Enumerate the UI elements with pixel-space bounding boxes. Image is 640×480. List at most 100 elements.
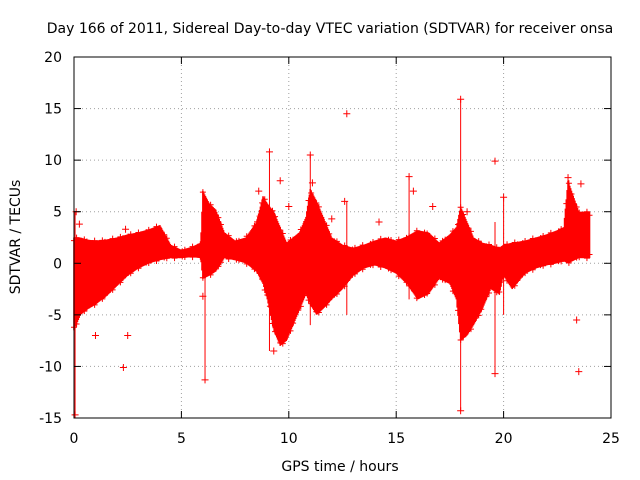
y-tick-label: 5 bbox=[53, 205, 62, 221]
sdtvar-outlier-point bbox=[328, 215, 336, 223]
sdtvar-point bbox=[207, 201, 214, 208]
sdtvar-outlier-point bbox=[308, 179, 316, 187]
sdtvar-outlier-point bbox=[124, 331, 132, 339]
sdtvar-point bbox=[315, 309, 322, 316]
sdtvar-outlier-point bbox=[573, 316, 581, 324]
sdtvar-point bbox=[475, 312, 482, 319]
sdtvar-point bbox=[207, 271, 214, 278]
y-tick-label: -15 bbox=[39, 411, 62, 427]
sdtvar-outlier-point bbox=[122, 225, 130, 233]
x-tick-label: 20 bbox=[495, 431, 513, 447]
sdtvar-point bbox=[145, 259, 152, 266]
sdtvar-point bbox=[323, 301, 330, 308]
sdtvar-point bbox=[127, 270, 134, 277]
x-axis-label: GPS time / hours bbox=[281, 459, 398, 475]
sdtvar-outlier-point bbox=[409, 187, 417, 195]
sdtvar-outlier-point bbox=[577, 180, 585, 188]
x-tick-label: 15 bbox=[387, 431, 405, 447]
sdtvar-point bbox=[117, 279, 124, 286]
sdtvar-point bbox=[272, 213, 279, 220]
sdtvar-point bbox=[313, 199, 320, 206]
sdtvar-point bbox=[323, 222, 330, 229]
x-tick-label: 0 bbox=[70, 431, 79, 447]
sdtvar-point bbox=[279, 340, 286, 347]
sdtvar-point bbox=[351, 270, 358, 277]
sdtvar-point bbox=[496, 288, 503, 295]
sdtvar-point bbox=[277, 227, 284, 234]
sdtvar-point bbox=[279, 230, 286, 237]
sdtvar-point bbox=[431, 281, 438, 288]
x-tick-label: 10 bbox=[280, 431, 298, 447]
y-tick-label: 10 bbox=[44, 153, 62, 169]
sdtvar-point bbox=[359, 266, 366, 273]
sdtvar-point bbox=[485, 241, 492, 248]
sdtvar-point bbox=[295, 307, 302, 314]
sdtvar-outlier-point bbox=[463, 208, 471, 216]
y-tick-label: 20 bbox=[44, 50, 62, 66]
sdtvar-point bbox=[431, 235, 438, 242]
sdtvar-point bbox=[460, 211, 467, 218]
sdtvar-outlier-point bbox=[270, 347, 278, 355]
sdtvar-point bbox=[153, 258, 160, 265]
sdtvar-outlier-point bbox=[575, 368, 583, 376]
sdtvar-outlier-point bbox=[91, 331, 99, 339]
sdtvar-point bbox=[81, 308, 88, 315]
sdtvar-point bbox=[315, 203, 322, 210]
sdtvar-point bbox=[163, 235, 170, 242]
sdtvar-point bbox=[333, 238, 340, 245]
sdtvar-point bbox=[529, 266, 536, 273]
sdtvar-point bbox=[511, 282, 518, 289]
sdtvar-point bbox=[547, 261, 554, 268]
sdtvar-outlier-point bbox=[265, 148, 273, 156]
sdtvar-point bbox=[215, 263, 222, 270]
sdtvar-point bbox=[287, 327, 294, 334]
sdtvar-point bbox=[483, 293, 490, 300]
sdtvar-outlier-point bbox=[71, 411, 79, 419]
sdtvar-outlier-point bbox=[201, 376, 209, 384]
sdtvar-point bbox=[161, 231, 168, 238]
sdtvar-outlier-point bbox=[564, 174, 572, 182]
sdtvar-point bbox=[135, 265, 142, 272]
sdtvar-point bbox=[261, 196, 268, 203]
sdtvar-point bbox=[333, 290, 340, 297]
sdtvar-point bbox=[565, 180, 572, 187]
sdtvar-point bbox=[485, 289, 492, 296]
sdtvar-point bbox=[99, 295, 106, 302]
sdtvar-point bbox=[475, 238, 482, 245]
y-tick-label: -10 bbox=[39, 359, 62, 375]
sdtvar-point bbox=[478, 306, 485, 313]
sdtvar-outlier-point bbox=[457, 95, 465, 103]
sdtvar-point bbox=[568, 190, 575, 197]
sdtvar-outlier-point bbox=[276, 177, 284, 185]
sdtvar-outlier-point bbox=[491, 157, 499, 165]
sdtvar-point bbox=[297, 303, 304, 310]
x-tick-label: 25 bbox=[602, 431, 620, 447]
sdtvar-outlier-point bbox=[405, 173, 413, 181]
sdtvar-point bbox=[269, 207, 276, 214]
sdtvar-outlier-point bbox=[500, 193, 508, 201]
sdtvar-point bbox=[91, 301, 98, 308]
sdtvar-outlier-point bbox=[375, 218, 383, 226]
sdtvar-outlier-point bbox=[491, 370, 499, 378]
sdtvar-outlier-point bbox=[255, 187, 263, 195]
sdtvar-point bbox=[565, 259, 572, 266]
sdtvar-outlier-point bbox=[341, 197, 349, 205]
tick-layer: 0 5 10 15 20 25 -15 -10 -5 0 5 10 15 20 bbox=[39, 50, 620, 447]
sdtvar-point bbox=[308, 190, 315, 197]
x-tick-label: 5 bbox=[177, 431, 186, 447]
sdtvar-point bbox=[217, 259, 224, 266]
sdtvar-outlier-point bbox=[75, 220, 83, 228]
sdtvar-outlier-point bbox=[343, 110, 351, 118]
sdtvar-point bbox=[586, 251, 593, 258]
sdtvar-point bbox=[171, 243, 178, 250]
sdtvar-point bbox=[467, 228, 474, 235]
sdtvar-outlier-point bbox=[119, 363, 127, 371]
sdtvar-point bbox=[467, 326, 474, 333]
y-axis-label: SDTVAR / TECUs bbox=[8, 180, 24, 295]
sdtvar-point bbox=[217, 221, 224, 228]
sdtvar-outlier-point bbox=[285, 203, 293, 211]
y-tick-label: 15 bbox=[44, 102, 62, 118]
sdtvar-point bbox=[573, 204, 580, 211]
